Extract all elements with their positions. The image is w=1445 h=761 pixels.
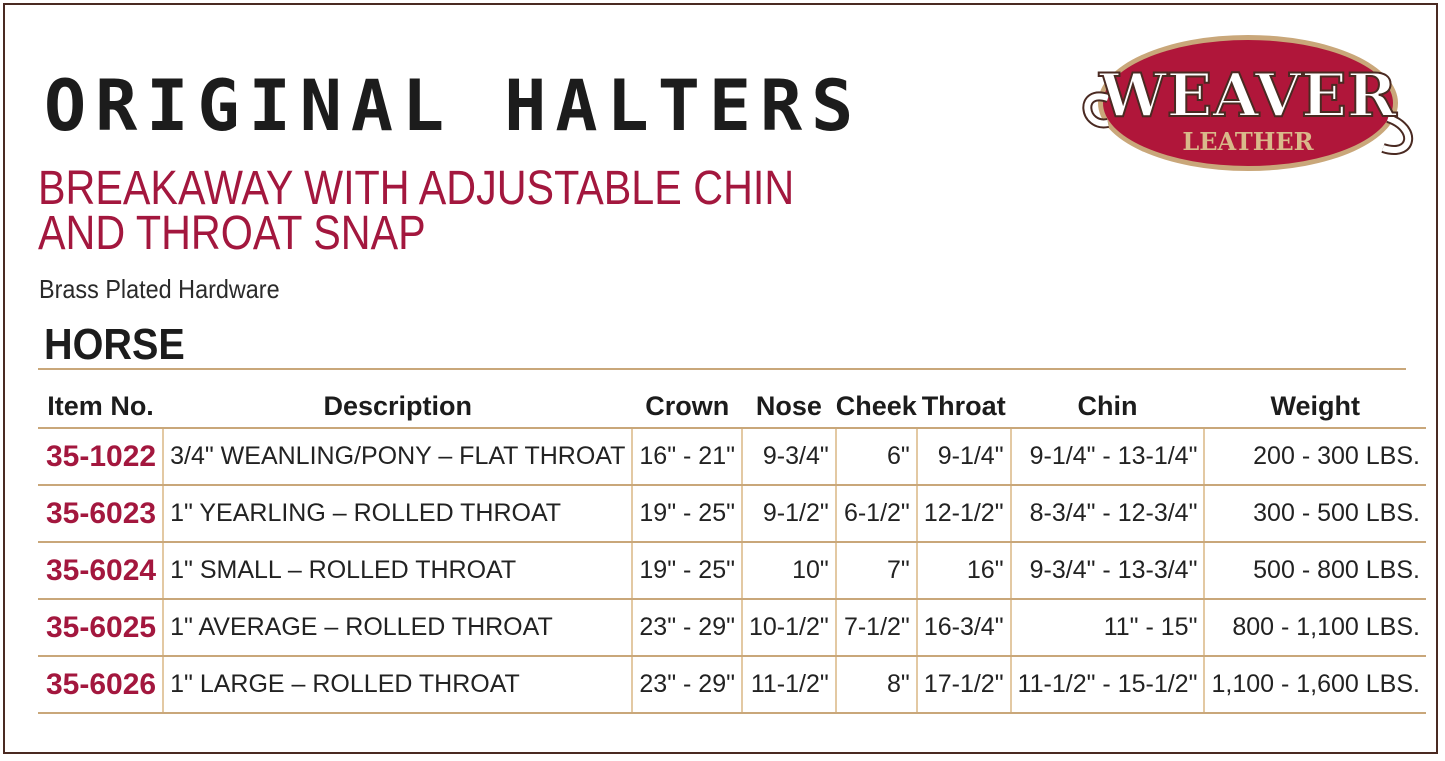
cell-item-no: 35-6025	[38, 599, 164, 657]
cell-chin: 11" - 15"	[1009, 599, 1205, 657]
cell-crown: 19" - 25"	[631, 485, 742, 543]
table-row: 35-1022 3/4" WEANLING/PONY – FLAT THROAT 1…	[38, 428, 1426, 486]
table-row: 35-6025 1" AVERAGE – ROLLED THROAT 23" - 2…	[38, 599, 1426, 657]
logo-text-main: WEAVER	[1098, 61, 1398, 131]
page-frame	[3, 3, 1438, 754]
cell-weight: 300 - 500 LBS.	[1203, 485, 1426, 543]
cell-description: 1" YEARLING – ROLLED THROAT	[162, 485, 633, 543]
cell-chin: 11-1/2" - 15-1/2"	[1009, 656, 1205, 714]
header-chin: Chin	[1010, 386, 1205, 429]
cell-item-no: 35-1022	[38, 428, 164, 486]
cell-crown: 16" - 21"	[631, 428, 742, 486]
subtitle-line-1: BREAKAWAY WITH ADJUSTABLE CHIN	[38, 162, 795, 215]
cell-crown: 23" - 29"	[631, 599, 742, 657]
cell-chin: 8-3/4" - 12-3/4"	[1009, 485, 1205, 543]
hardware-note: Brass Plated Hardware	[39, 274, 280, 304]
table-row: 35-6024 1" SMALL – ROLLED THROAT 19" - 25"…	[38, 542, 1426, 600]
weaver-leather-logo: WEAVER LEATHER	[1082, 35, 1413, 171]
cell-nose: 10-1/2"	[741, 599, 836, 657]
section-rule	[38, 368, 1406, 370]
header-cheek: Cheek	[835, 386, 917, 429]
cell-nose: 10"	[741, 542, 836, 600]
header-crown: Crown	[632, 386, 742, 429]
header-throat: Throat	[916, 386, 1011, 429]
cell-chin: 9-1/4" - 13-1/4"	[1009, 428, 1205, 486]
header-item-no: Item No.	[38, 386, 164, 429]
header-description: Description	[163, 386, 633, 429]
logo-text-sub: LEATHER	[1182, 127, 1314, 156]
header-weight: Weight	[1204, 386, 1426, 429]
cell-chin: 9-3/4" - 13-3/4"	[1009, 542, 1205, 600]
subtitle: BREAKAWAY WITH ADJUSTABLE CHIN AND THROA…	[38, 162, 795, 260]
cell-crown: 19" - 25"	[631, 542, 742, 600]
cell-cheek: 7"	[834, 542, 917, 600]
table-row: 35-6026 1" LARGE – ROLLED THROAT 23" - 29"…	[38, 656, 1426, 714]
cell-cheek: 7-1/2"	[834, 599, 917, 657]
cell-throat: 17-1/2"	[915, 656, 1011, 714]
cell-throat: 16-3/4"	[915, 599, 1011, 657]
cell-item-no: 35-6026	[38, 656, 164, 714]
cell-description: 1" AVERAGE – ROLLED THROAT	[162, 599, 633, 657]
cell-throat: 9-1/4"	[915, 428, 1011, 486]
halter-size-table: Item No. Description Crown Nose Cheek Th…	[38, 386, 1426, 714]
cell-item-no: 35-6023	[38, 485, 164, 543]
cell-description: 1" SMALL – ROLLED THROAT	[162, 542, 633, 600]
cell-crown: 23" - 29"	[631, 656, 742, 714]
header-nose: Nose	[742, 386, 836, 429]
cell-weight: 1,100 - 1,600 LBS.	[1203, 656, 1426, 714]
section-heading: HORSE	[44, 320, 185, 369]
cell-nose: 11-1/2"	[741, 656, 836, 714]
cell-throat: 16"	[915, 542, 1011, 600]
cell-nose: 9-3/4"	[741, 428, 836, 486]
table-header-row: Item No. Description Crown Nose Cheek Th…	[38, 386, 1426, 429]
cell-description: 1" LARGE – ROLLED THROAT	[162, 656, 633, 714]
subtitle-line-2: AND THROAT SNAP	[38, 207, 426, 260]
cell-weight: 500 - 800 LBS.	[1203, 542, 1426, 600]
cell-nose: 9-1/2"	[741, 485, 836, 543]
cell-weight: 200 - 300 LBS.	[1203, 428, 1426, 486]
cell-weight: 800 - 1,100 LBS.	[1203, 599, 1426, 657]
cell-cheek: 6-1/2"	[834, 485, 917, 543]
table-row: 35-6023 1" YEARLING – ROLLED THROAT 19" - …	[38, 485, 1426, 543]
cell-cheek: 8"	[834, 656, 917, 714]
page-title: ORIGINAL HALTERS	[44, 65, 863, 147]
cell-description: 3/4" WEANLING/PONY – FLAT THROAT	[162, 428, 633, 486]
cell-item-no: 35-6024	[38, 542, 164, 600]
cell-cheek: 6"	[834, 428, 917, 486]
cell-throat: 12-1/2"	[915, 485, 1011, 543]
